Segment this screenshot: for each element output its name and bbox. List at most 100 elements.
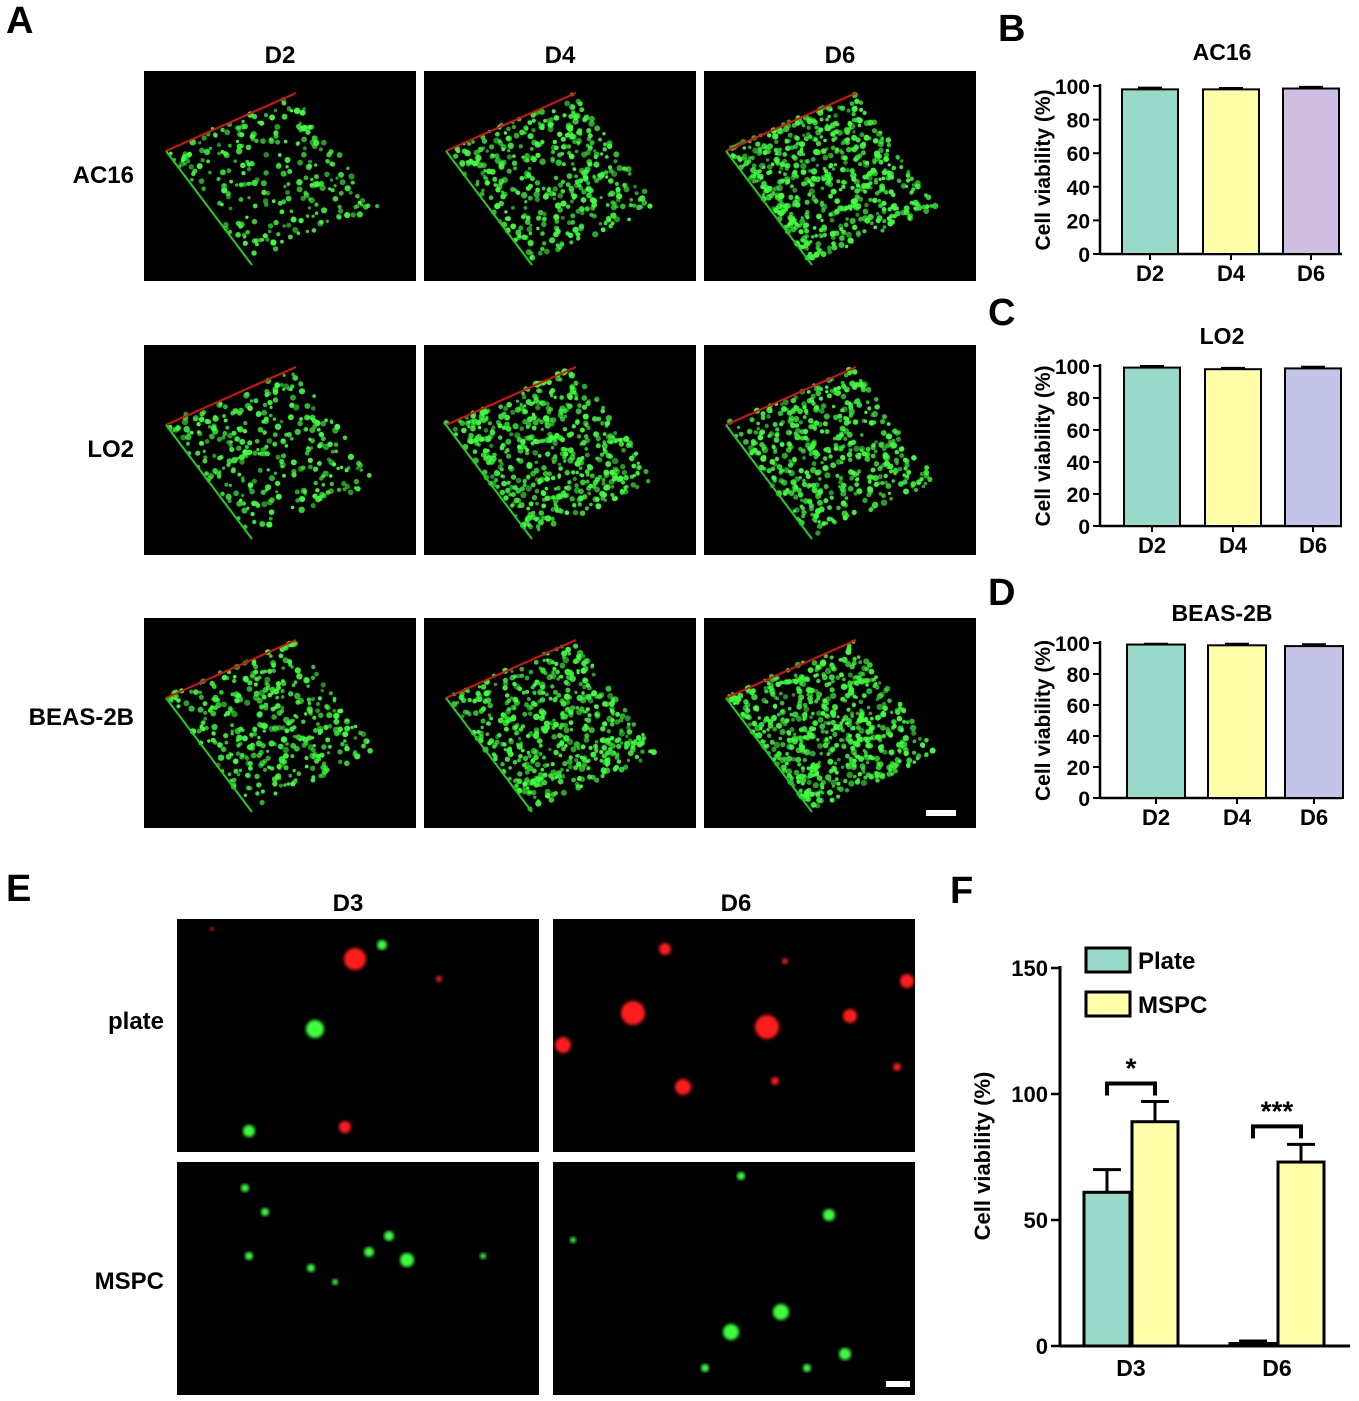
bar-d2 — [1126, 643, 1186, 799]
live-cell-4 — [803, 1364, 811, 1372]
x-tick-label-d2: D2 — [1136, 261, 1164, 286]
column-label-e-d6: D6 — [720, 890, 752, 917]
y-tick-label-40: 40 — [1067, 177, 1090, 200]
dead-cell-6 — [675, 1079, 691, 1095]
row-label-beas-2b: BEAS-2B — [28, 704, 134, 731]
bar-d6 — [1284, 367, 1342, 528]
y-tick-label-150: 150 — [1011, 956, 1048, 981]
y-tick-label-20: 20 — [1067, 484, 1090, 507]
panel-label-a: A — [6, 0, 34, 42]
significance-marker-d6: *** — [1261, 1095, 1294, 1126]
significance-bracket-d6 — [1251, 1124, 1303, 1139]
micrograph-lo2-d2 — [144, 345, 416, 555]
y-axis-label: Cell viability (%) — [1032, 365, 1055, 526]
panel-label-c: C — [988, 292, 1016, 334]
live-cell-7 — [570, 1237, 576, 1243]
y-axis-label: Cell viability (%) — [1032, 89, 1055, 250]
dead-cell-4 — [339, 1121, 351, 1133]
chart-f-plate-vs-mspc: Cell viability (%) 0 50 100 150 D3 * D6 *** Plate… — [970, 946, 1350, 1381]
legend-swatch-plate — [1084, 946, 1132, 974]
axis-x-red — [725, 92, 857, 152]
y-axis-label: Cell viability (%) — [1032, 640, 1055, 801]
column-label-d6: D6 — [824, 42, 856, 69]
column-label-e-d3: D3 — [332, 890, 364, 917]
y-axis-label: Cell viability (%) — [970, 1072, 995, 1241]
y-tick-label-80: 80 — [1067, 110, 1090, 133]
live-cell-0 — [823, 1209, 835, 1221]
row-label-ac16: AC16 — [72, 162, 134, 189]
dead-cell-6 — [210, 927, 214, 931]
panel-label-e: E — [6, 868, 32, 910]
micrograph-ac16-d4 — [424, 71, 696, 281]
x-tick-label-d4: D4 — [1219, 533, 1248, 558]
axis-x-red — [165, 639, 297, 699]
chart-b-ac16-viability: AC16 Cell viability (%) 0 20 40 60 80 100 D2 D4 D6 — [1032, 39, 1342, 286]
y-tick-label-60: 60 — [1067, 143, 1090, 166]
axis-y-green — [445, 697, 533, 813]
axis-y-green — [725, 697, 813, 813]
x-tick-label-d6: D6 — [1300, 805, 1328, 830]
row-label-lo2: LO2 — [87, 436, 134, 463]
panel-label-f: F — [950, 870, 974, 912]
live-cell-3 — [307, 1264, 315, 1272]
x-tick-label-d4: D4 — [1223, 805, 1252, 830]
y-tick-label-100: 100 — [1055, 356, 1090, 379]
x-tick-label-d4: D4 — [1217, 261, 1246, 286]
panel-label-d: D — [988, 572, 1016, 614]
chart-title: AC16 — [1193, 39, 1252, 65]
live-cell-2 — [245, 1252, 253, 1260]
micrograph-ac16-d6 — [704, 71, 976, 281]
micrograph-beas-2b-d2 — [144, 618, 416, 828]
dead-cell-0 — [659, 943, 671, 955]
y-tick-label-60: 60 — [1067, 420, 1090, 443]
dead-cell-2 — [755, 1015, 779, 1039]
axis-x-red — [445, 639, 577, 699]
y-tick-label-0: 0 — [1078, 244, 1090, 267]
y-tick-label-0: 0 — [1078, 516, 1090, 539]
x-tick-label-d6: D6 — [1297, 261, 1325, 286]
chart-c-lo2-viability: LO2 Cell viability (%) 0 20 40 60 80 100 D2 D4 D6 — [1032, 323, 1342, 558]
dead-cell-1 — [621, 1001, 645, 1025]
fluorescence-plate-d3 — [177, 919, 539, 1152]
live-cell-0 — [377, 940, 387, 950]
y-tick-label-50: 50 — [1024, 1208, 1048, 1233]
micrograph-lo2-d4 — [424, 345, 696, 555]
significance-marker-d3: * — [1126, 1053, 1137, 1084]
dead-cell-3 — [843, 1009, 857, 1023]
micrograph-beas-2b-d6 — [704, 618, 976, 828]
dead-cell-1 — [344, 948, 366, 970]
x-tick-label-d6: D6 — [1262, 1355, 1291, 1381]
panel-label-b: B — [998, 8, 1026, 50]
bar-mspc-d6 — [1276, 1160, 1326, 1348]
bar-d2 — [1121, 88, 1179, 255]
dead-cell-5 — [436, 976, 442, 982]
micrograph-lo2-d6 — [704, 345, 976, 555]
bar-d6 — [1282, 87, 1340, 255]
axis-y-green — [165, 150, 253, 266]
scale-bar-a — [926, 810, 956, 816]
live-cell-6 — [384, 1231, 394, 1241]
x-tick-label-d2: D2 — [1142, 805, 1170, 830]
column-label-d4: D4 — [544, 42, 576, 69]
micrograph-ac16-d2 — [144, 71, 416, 281]
micrograph-beas-2b-d4 — [424, 618, 696, 828]
live-cell-6 — [737, 1172, 745, 1180]
y-tick-label-20: 20 — [1067, 757, 1090, 780]
y-tick-label-0: 0 — [1036, 1334, 1048, 1359]
chart-title: LO2 — [1200, 323, 1245, 349]
bar-plate-d3 — [1082, 1190, 1132, 1348]
significance-bracket-d3 — [1105, 1081, 1157, 1096]
live-cell-0 — [241, 1184, 249, 1192]
bar-d6 — [1284, 645, 1344, 799]
y-tick-label-60: 60 — [1067, 695, 1090, 718]
fluorescence-mspc-d6 — [553, 1162, 915, 1395]
axis-y-green — [165, 424, 253, 540]
axis-y-green — [445, 424, 533, 540]
axis-x-red — [165, 366, 297, 426]
bar-d4 — [1204, 368, 1262, 528]
live-cell-5 — [839, 1348, 851, 1360]
row-label-plate: plate — [107, 1008, 164, 1035]
bar-d2 — [1123, 366, 1181, 527]
x-tick-label-d3: D3 — [1116, 1355, 1145, 1381]
y-tick-label-100: 100 — [1011, 1082, 1048, 1107]
